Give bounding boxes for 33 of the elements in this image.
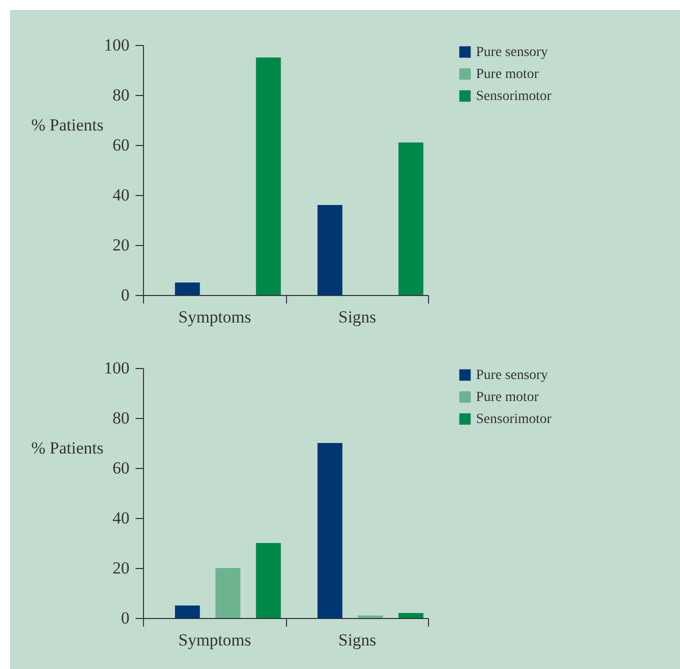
bar: [174, 606, 200, 618]
bar: [256, 58, 281, 295]
y-tick-label: 60: [112, 458, 130, 478]
bar: [317, 205, 342, 295]
y-tick-label: 0: [121, 286, 130, 304]
x-tick-label: Symptoms: [178, 308, 252, 326]
bar: [317, 443, 342, 618]
y-axis-title: % Patients: [31, 116, 104, 134]
y-tick-label: 40: [112, 508, 130, 528]
x-tick-label: Signs: [338, 308, 376, 326]
y-axis-title: % Patients: [31, 438, 104, 458]
legend-label: Pure motor: [476, 67, 539, 82]
y-tick-label: 60: [112, 136, 130, 154]
legend-label: Sensorimotor: [476, 89, 552, 104]
x-tick-label: Signs: [338, 630, 376, 650]
bar: [215, 568, 240, 618]
bar: [398, 142, 424, 295]
y-tick-label: 80: [112, 408, 130, 428]
legend-label: Sensorimotor: [476, 412, 552, 427]
x-tick-label: Symptoms: [178, 630, 252, 650]
y-tick-label: 80: [112, 86, 130, 104]
y-tick-label: 0: [121, 608, 130, 628]
y-tick-label: 100: [104, 36, 130, 54]
y-tick-label: 40: [112, 186, 130, 204]
bar: [398, 613, 424, 618]
y-tick-label: 20: [112, 558, 130, 578]
legend-label: Pure motor: [476, 390, 539, 405]
legend-label: Pure sensory: [476, 368, 548, 383]
bar: [174, 282, 200, 295]
y-tick-label: 20: [112, 236, 130, 254]
legend-label: Pure sensory: [476, 45, 548, 60]
y-tick-label: 100: [104, 358, 130, 378]
bar: [256, 543, 281, 618]
